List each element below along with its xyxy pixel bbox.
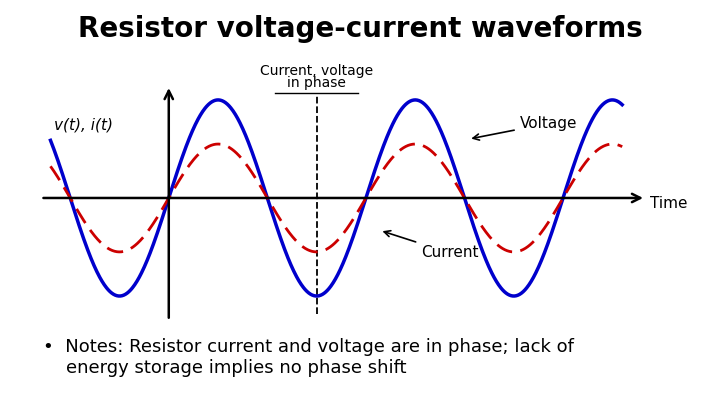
Title: Resistor voltage-current waveforms: Resistor voltage-current waveforms [78, 15, 642, 43]
Text: v(t), i(t): v(t), i(t) [55, 117, 114, 132]
Text: Current: Current [384, 231, 479, 260]
Text: •  Notes: Resistor current and voltage are in phase; lack of
    energy storage : • Notes: Resistor current and voltage ar… [43, 338, 574, 377]
Text: Voltage: Voltage [473, 116, 577, 140]
Text: in phase: in phase [287, 76, 346, 90]
Text: Current, voltage: Current, voltage [260, 64, 373, 78]
Text: Time: Time [649, 196, 688, 211]
